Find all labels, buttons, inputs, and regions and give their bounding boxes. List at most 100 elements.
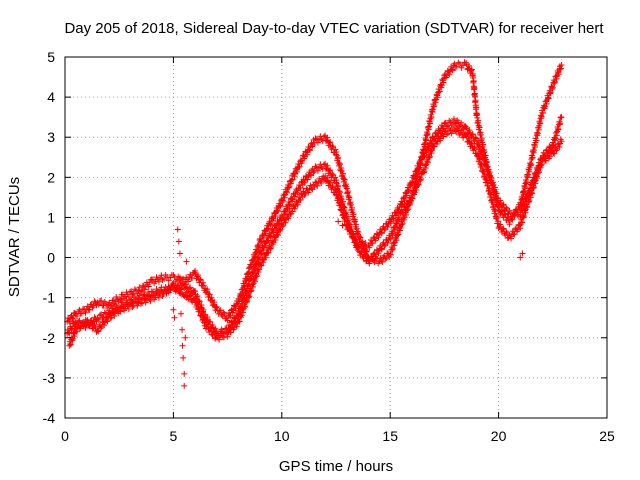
data-point	[525, 171, 532, 178]
data-point	[350, 211, 357, 218]
data-point	[359, 245, 366, 252]
data-point	[204, 286, 211, 293]
data-point	[216, 336, 223, 343]
data-point	[400, 209, 407, 216]
data-point	[524, 191, 531, 198]
data-point	[523, 178, 530, 185]
plot-frame	[64, 56, 608, 419]
data-point	[194, 272, 201, 279]
data-point	[530, 147, 537, 154]
data-point	[378, 245, 385, 252]
data-point	[395, 231, 402, 238]
data-point	[95, 301, 102, 308]
data-point	[97, 325, 104, 332]
x-tick-label: 15	[382, 428, 398, 444]
data-point	[498, 208, 505, 215]
data-point	[526, 187, 533, 194]
data-point	[383, 255, 390, 262]
data-point	[155, 278, 162, 285]
data-point	[248, 275, 255, 282]
data-point	[277, 226, 284, 233]
data-point	[166, 286, 173, 293]
data-point	[347, 201, 354, 208]
data-point	[283, 205, 290, 212]
data-point	[521, 201, 528, 208]
data-point	[509, 213, 516, 220]
data-point	[341, 176, 348, 183]
x-axis-label: GPS time / hours	[279, 458, 393, 475]
data-point	[244, 297, 251, 304]
data-point	[66, 318, 73, 325]
data-point	[468, 66, 475, 73]
data-point	[256, 266, 263, 273]
data-point	[415, 164, 422, 171]
data-point	[69, 337, 76, 344]
data-point	[446, 71, 453, 78]
data-point	[211, 299, 218, 306]
data-point	[289, 176, 296, 183]
data-point	[551, 150, 558, 157]
data-point	[306, 146, 313, 153]
data-point	[155, 294, 162, 301]
data-point	[111, 312, 118, 319]
data-point	[558, 62, 565, 69]
data-point	[284, 214, 291, 221]
data-point	[142, 299, 149, 306]
x-tick-label: 25	[599, 428, 615, 444]
data-point	[324, 174, 331, 181]
data-point	[553, 75, 560, 82]
data-point	[430, 103, 437, 110]
data-point	[265, 225, 272, 232]
data-point	[557, 65, 564, 72]
data-point	[422, 164, 429, 171]
data-point	[399, 220, 406, 227]
data-point	[267, 232, 274, 239]
data-point	[67, 341, 74, 348]
data-point	[285, 215, 292, 222]
data-point	[302, 190, 309, 197]
data-point	[443, 123, 450, 130]
data-point	[369, 256, 376, 263]
data-point	[387, 220, 394, 227]
chart-title: Day 205 of 2018, Sidereal Day-to-day VTE…	[64, 20, 604, 37]
data-point	[73, 328, 80, 335]
data-point	[305, 189, 312, 196]
data-point	[456, 60, 463, 67]
data-point	[180, 280, 187, 287]
data-point	[206, 291, 213, 298]
data-point	[426, 154, 433, 161]
data-point	[420, 153, 427, 160]
data-point	[473, 104, 480, 111]
data-point	[277, 202, 284, 209]
data-point	[336, 161, 343, 168]
y-tick-label: 0	[47, 250, 55, 266]
data-point	[165, 283, 172, 290]
data-point	[207, 326, 214, 333]
data-point	[141, 286, 148, 293]
data-point	[258, 262, 265, 269]
data-point	[514, 226, 521, 233]
data-point	[425, 143, 432, 150]
data-point	[384, 239, 391, 246]
data-point	[248, 263, 255, 270]
data-point	[104, 318, 111, 325]
data-point	[465, 138, 472, 145]
data-point	[311, 184, 318, 191]
data-point	[557, 120, 564, 127]
data-point	[227, 329, 234, 336]
data-point	[307, 182, 314, 189]
data-point	[551, 78, 558, 85]
data-point	[332, 174, 339, 181]
y-tick-label: -1	[43, 290, 56, 306]
data-point	[134, 302, 141, 309]
data-point	[94, 327, 101, 334]
data-point	[255, 269, 262, 276]
data-point	[434, 130, 441, 137]
data-point	[352, 218, 359, 225]
data-point	[240, 309, 247, 316]
data-point	[406, 187, 413, 194]
data-point	[550, 141, 557, 148]
data-point	[274, 208, 281, 215]
data-point	[256, 254, 263, 261]
data-point	[212, 335, 219, 342]
